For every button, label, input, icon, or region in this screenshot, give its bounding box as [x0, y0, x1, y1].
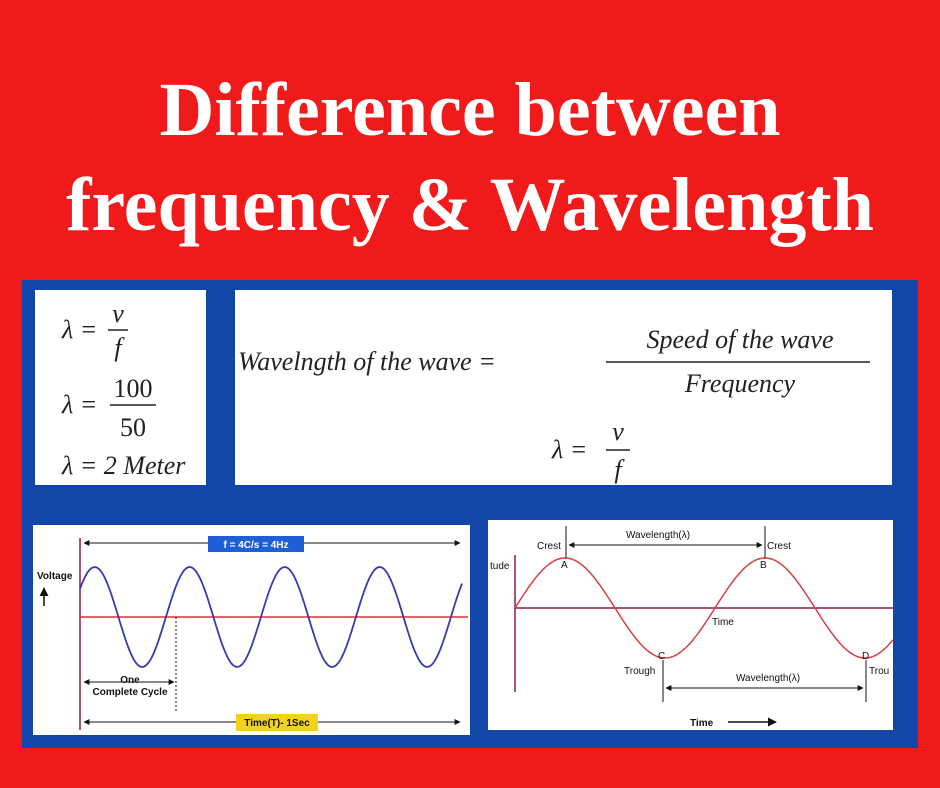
formula-box [235, 290, 892, 485]
title: Difference between [159, 68, 780, 152]
frequency-diagram [33, 525, 470, 735]
label: C [658, 651, 665, 662]
formula: λ = [61, 390, 97, 419]
label: B [760, 560, 767, 571]
label: Complete Cycle [92, 687, 167, 698]
formula: Wavelngth of the wave = [238, 347, 496, 376]
label: D [862, 651, 869, 662]
label: tude [490, 561, 510, 572]
label: Time(T)- 1Sec [244, 718, 310, 729]
formula: Frequency [684, 369, 796, 398]
label: Crest [537, 541, 561, 552]
wave [514, 557, 894, 659]
label-box [208, 536, 304, 552]
formula: λ = [551, 435, 587, 464]
label: Time [712, 617, 734, 628]
wave [79, 566, 463, 668]
label-box [236, 714, 318, 731]
formula: v [112, 299, 124, 328]
label: f = 4C/s = 4Hz [223, 540, 288, 551]
formula: 50 [120, 413, 146, 442]
formula-box [35, 290, 206, 485]
formula: v [612, 417, 624, 446]
formula: λ = 2 Meter [61, 451, 186, 480]
label: Wavelength(λ) [736, 673, 800, 684]
formula: f [114, 333, 125, 362]
label: Time [690, 718, 714, 729]
label: Wavelength(λ) [626, 530, 690, 541]
label: Trou [869, 666, 889, 677]
formula: Speed of the wave [647, 325, 834, 354]
formula: λ = [61, 315, 97, 344]
formula: f [614, 455, 625, 484]
label: Trough [624, 666, 655, 677]
label: A [561, 560, 568, 571]
label: Voltage [37, 571, 73, 582]
title: frequency & Wavelength [66, 163, 874, 247]
formula: 100 [114, 374, 153, 403]
label: Crest [767, 541, 791, 552]
label: One [120, 675, 140, 686]
